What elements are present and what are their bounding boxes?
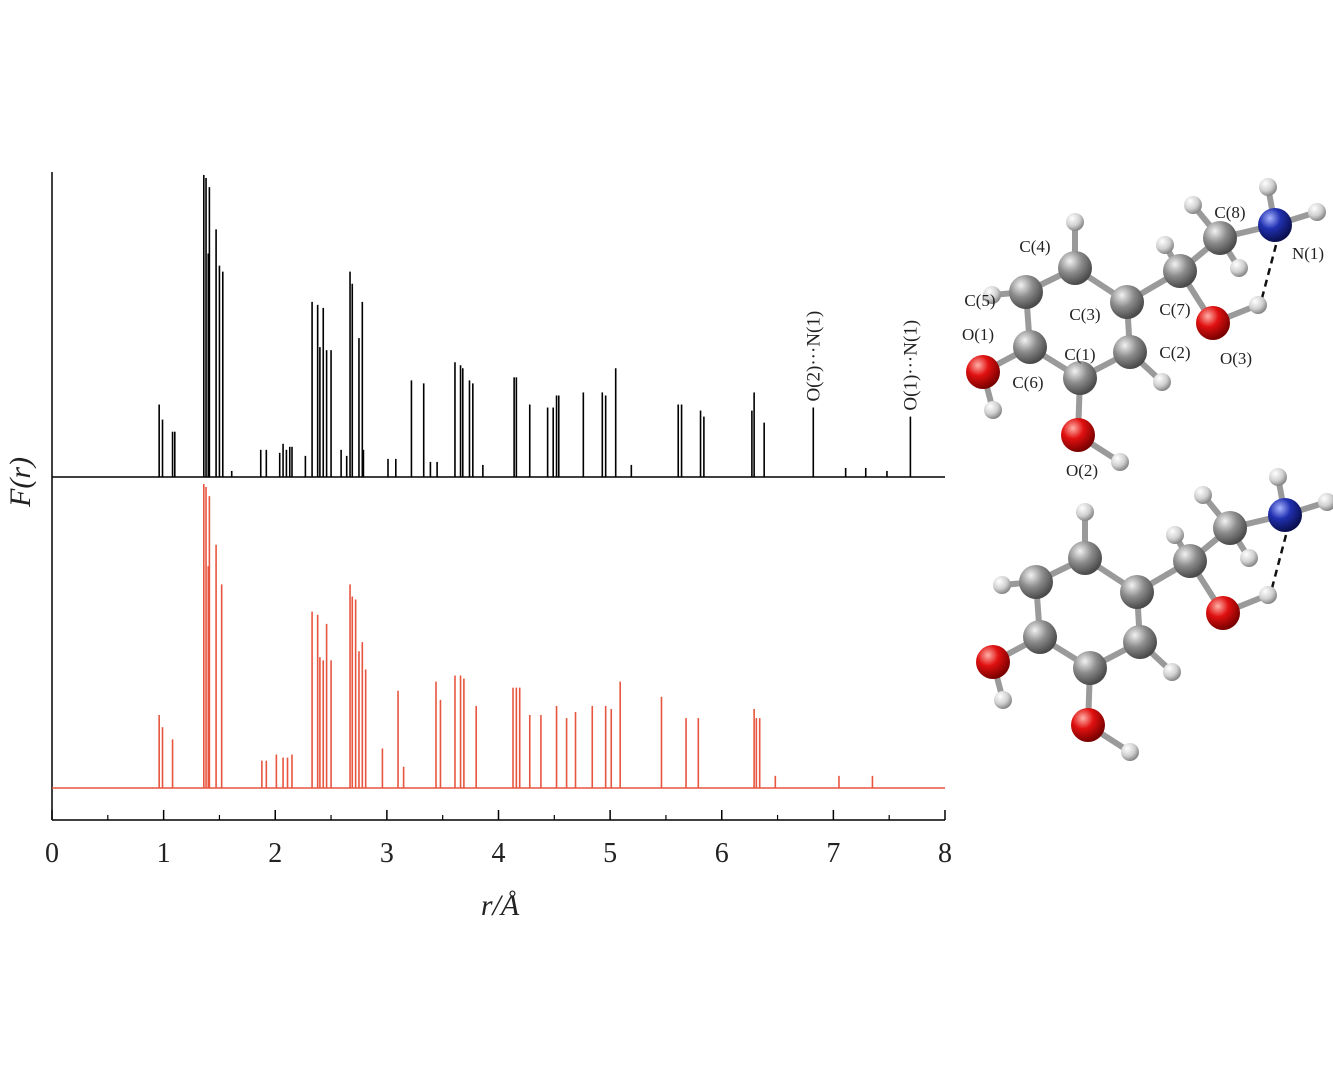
- atom-label: C(2): [1159, 343, 1190, 362]
- plot: 0 1 2 3 4 5 6 7 8 r/Å F(r) O(2)···N(1) O(1)···N(1): [4, 172, 952, 922]
- x-tick-label: 6: [715, 838, 729, 869]
- annotation: O(1)···N(1): [900, 320, 921, 411]
- molecule-copy: [976, 468, 1333, 761]
- atom-label: O(2): [1066, 461, 1098, 480]
- h-bond: [1260, 244, 1278, 299]
- x-tick-label: 0: [45, 838, 59, 869]
- atom-label: C(1): [1064, 345, 1095, 364]
- atom-label: C(5): [964, 291, 995, 310]
- atom-label: C(6): [1012, 373, 1043, 392]
- atom-label: O(1): [962, 325, 994, 344]
- atom-label: C(3): [1069, 305, 1100, 324]
- x-tick-label: 7: [826, 838, 840, 869]
- atom-label: N(1): [1292, 244, 1324, 263]
- x-tick-label: 2: [268, 838, 282, 869]
- x-tick-label: 3: [380, 838, 394, 869]
- x-axis-label: r/Å: [481, 889, 520, 922]
- molecule: [966, 178, 1326, 471]
- atom-label: C(4): [1019, 237, 1050, 256]
- atom-label: C(7): [1159, 300, 1190, 319]
- x-tick-label: 1: [157, 838, 171, 869]
- annotation: O(2)···N(1): [803, 311, 824, 402]
- atom-label: C(8): [1214, 203, 1245, 222]
- y-axis-label: F(r): [4, 457, 37, 508]
- atoms: [966, 178, 1326, 471]
- x-tick-label: 5: [603, 838, 617, 869]
- atom-label: O(3): [1220, 349, 1252, 368]
- atom-labels: C(1) C(2) C(3) C(4) C(5) C(6) C(7) C(8) …: [962, 203, 1324, 480]
- x-tick-label: 8: [938, 838, 952, 869]
- x-tick-label: 4: [492, 838, 506, 869]
